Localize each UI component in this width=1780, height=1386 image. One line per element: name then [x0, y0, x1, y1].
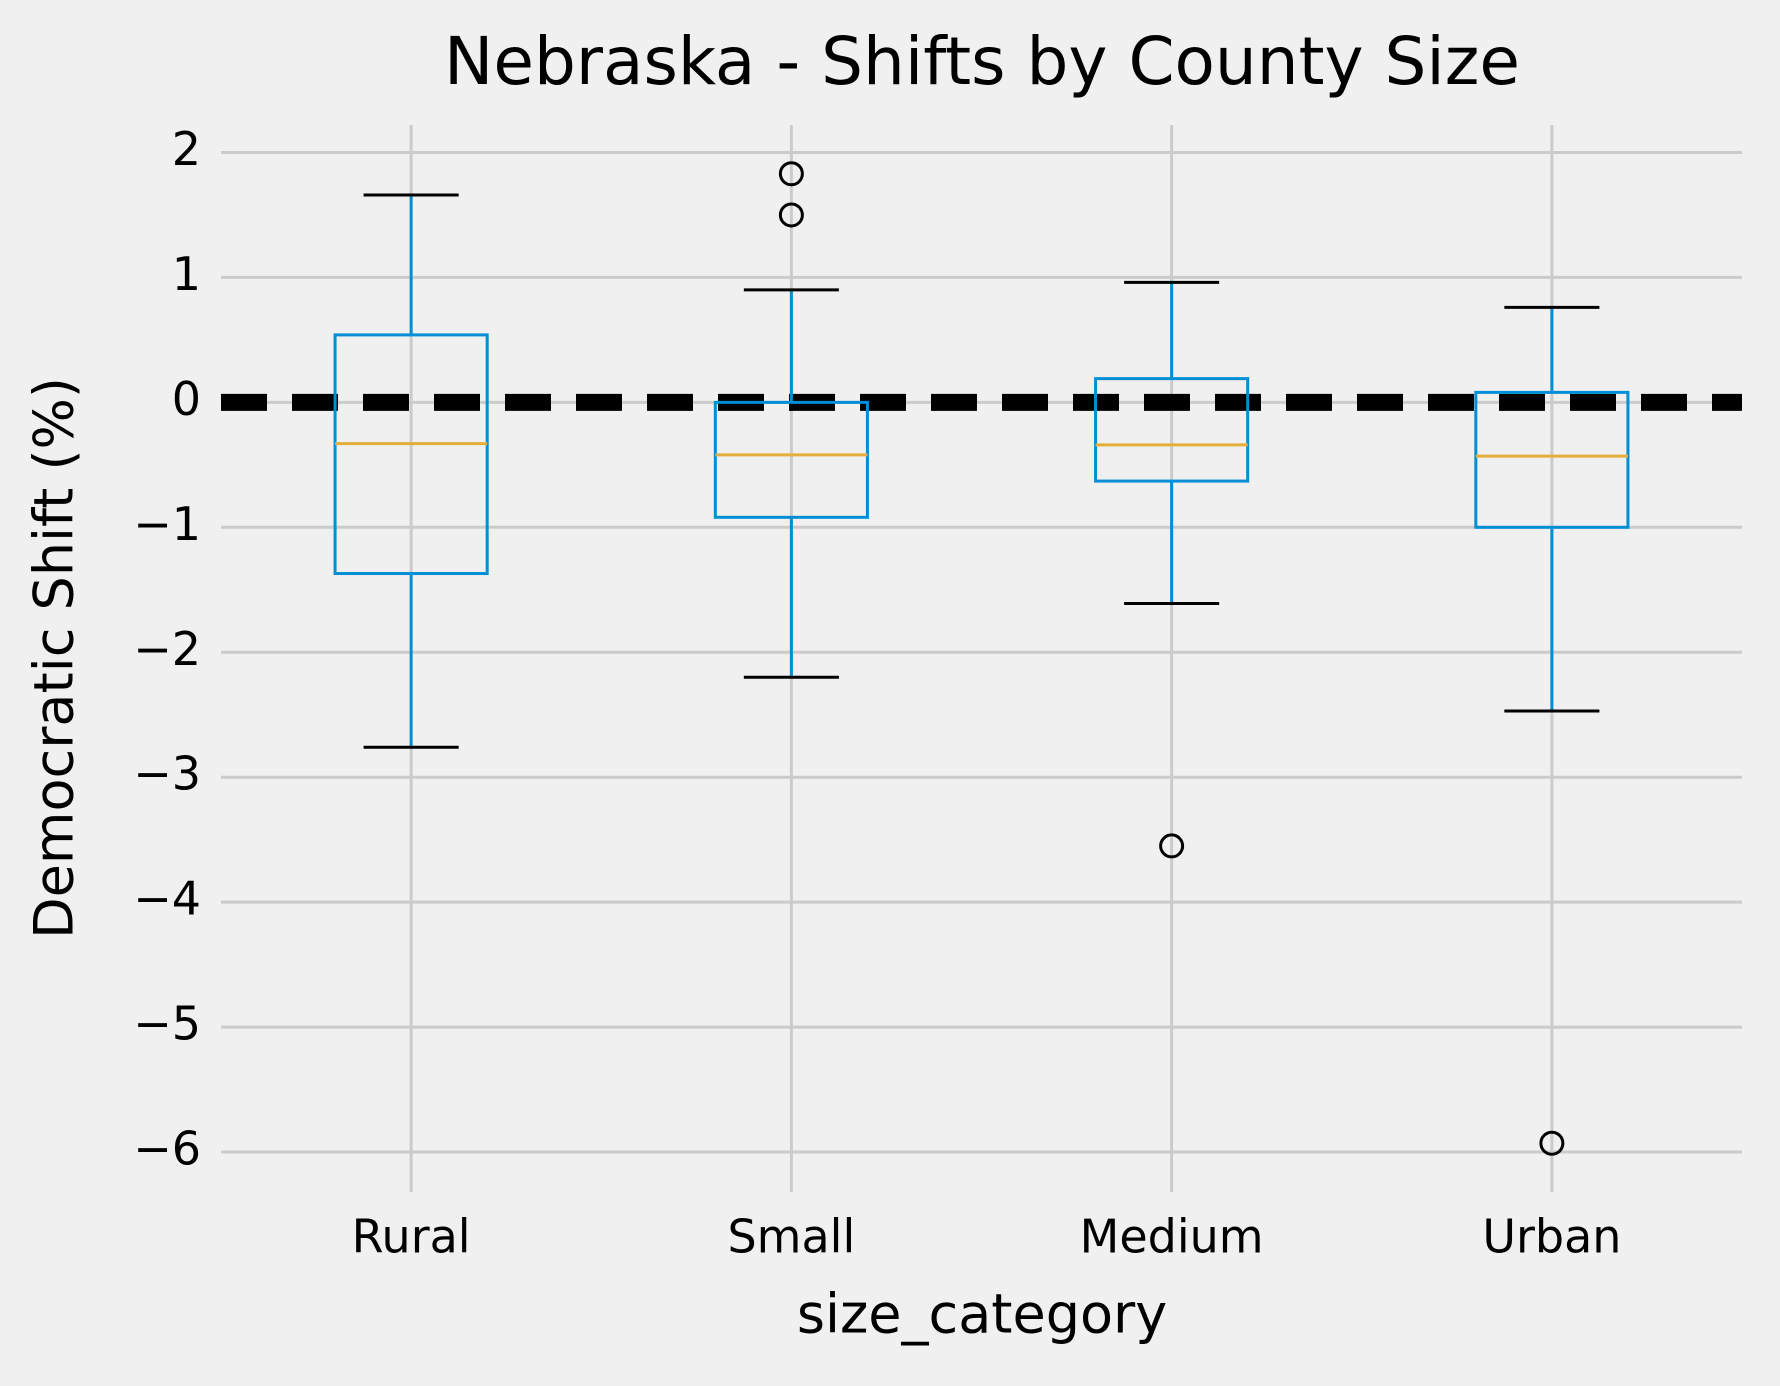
x-tick-label: Rural [352, 1210, 471, 1264]
x-tick-label: Medium [1080, 1210, 1264, 1264]
y-tick-label: −3 [133, 747, 201, 801]
y-tick-label: −4 [133, 872, 201, 926]
box [1094, 377, 1250, 483]
box [1474, 390, 1630, 529]
y-tick-label: 2 [172, 122, 201, 176]
y-axis-label: Democratic Shift (%) [23, 377, 86, 939]
box [713, 400, 869, 519]
y-tick-label: −2 [133, 622, 201, 676]
x-tick-label: Small [727, 1210, 855, 1264]
box [333, 333, 489, 576]
outlier [778, 202, 804, 228]
y-tick-label: −5 [133, 997, 201, 1051]
y-tick-label: −1 [133, 497, 201, 551]
x-tick-label: Urban [1482, 1210, 1621, 1264]
y-tick-label: 0 [172, 372, 201, 426]
x-axis-label: size_category [797, 1283, 1167, 1346]
outlier [1159, 833, 1185, 859]
y-tick-label: −6 [133, 1122, 201, 1176]
outlier [778, 161, 804, 187]
y-tick-label: 1 [172, 247, 201, 301]
chart-title: Nebraska - Shifts by County Size [444, 23, 1520, 100]
outlier [1539, 1130, 1565, 1156]
